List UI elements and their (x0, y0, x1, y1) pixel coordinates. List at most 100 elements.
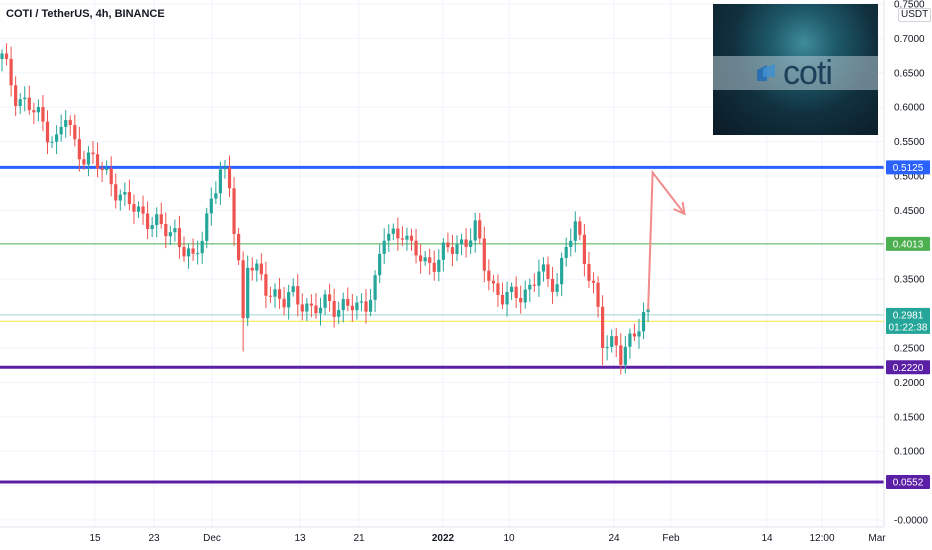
candle-body (268, 295, 273, 297)
candle-body (109, 168, 113, 185)
candle-body (582, 234, 586, 265)
time-axis[interactable]: 15 23 Dec 13 21 2022 10 24 Feb 14 12:00 Mar (0, 526, 886, 544)
candle-body (223, 167, 227, 170)
price-axis[interactable]: 0.7500 0.7000 0.6500 0.6000 0.5500 0.5000 0.45… (883, 0, 932, 550)
x-tick-label: Mar (868, 533, 886, 544)
candle-body (259, 263, 263, 275)
price-level-badge-text: 0.5125 (893, 163, 924, 174)
candle-body (469, 240, 473, 247)
candle-body (323, 294, 327, 308)
x-tick-label: 14 (761, 533, 773, 544)
candle-body (186, 248, 191, 257)
projection-path (647, 169, 686, 311)
candle-body (291, 286, 295, 293)
candle-body (59, 126, 63, 135)
candle-body (50, 141, 54, 143)
price-axis-background (884, 0, 932, 550)
candle-body (601, 306, 605, 349)
candle-body (305, 303, 309, 312)
candle-body (432, 262, 436, 272)
projection-arrowhead (673, 201, 686, 216)
candle-body (528, 284, 532, 290)
countdown-text: 01:22:38 (889, 322, 928, 333)
x-tick-label: Feb (662, 533, 680, 544)
y-tick-label: 0.4500 (894, 206, 925, 217)
y-tick-label: 0.5500 (894, 137, 925, 148)
y-tick-label: 0.6000 (894, 103, 925, 114)
y-tick-label: 0.7000 (894, 34, 925, 45)
candle-body (514, 286, 518, 298)
candle-body (282, 298, 286, 308)
candle-body (300, 304, 304, 312)
candle-body (332, 300, 336, 317)
candle-body (564, 246, 568, 258)
candle-body (391, 228, 395, 234)
last-price-badge-text: 0.2981 (893, 310, 924, 321)
candle-body (255, 263, 259, 271)
candle-body (250, 267, 254, 271)
logo-band (713, 56, 878, 90)
candle-body (314, 305, 318, 314)
y-tick-label: 0.5000 (894, 172, 925, 183)
candle-body (41, 107, 45, 122)
candle-body (610, 336, 614, 347)
candle-body (337, 310, 341, 317)
candle-body (373, 275, 377, 300)
candle-body (118, 194, 122, 201)
candle-body (164, 223, 168, 237)
candle-body (105, 168, 109, 171)
candle-body (4, 53, 9, 59)
candle-body (555, 284, 559, 292)
candle-body (328, 294, 332, 301)
symbol-title: COTI / TetherUS, 4h, BINANCE (6, 8, 165, 20)
candle-body (159, 214, 163, 224)
candle-body (114, 184, 118, 201)
candle-body (614, 336, 618, 346)
candle-body (287, 292, 291, 308)
candle-body (623, 346, 627, 365)
candle-body (587, 264, 591, 281)
currency-unit-label[interactable]: USDT (898, 8, 932, 22)
candle-body (237, 233, 241, 261)
candle-body (214, 193, 218, 199)
candle-body (569, 240, 573, 247)
candle-body (382, 240, 386, 254)
candle-body (55, 134, 59, 142)
price-level-badge (886, 236, 930, 251)
candle-body (91, 152, 95, 155)
candle-body (591, 280, 596, 283)
candle-body (459, 239, 464, 245)
candle-body (100, 168, 104, 171)
candle-body (296, 286, 300, 305)
candle-body (519, 297, 523, 303)
candle-body (132, 204, 136, 212)
candle-body (73, 125, 77, 140)
candlestick-series (0, 43, 650, 375)
candle-body (209, 198, 213, 214)
last-price-badge (886, 307, 930, 334)
candle-body (596, 282, 600, 307)
candle-body (455, 244, 459, 254)
candle-body (437, 259, 441, 272)
candle-body (141, 206, 145, 214)
candle-body (309, 303, 313, 306)
candle-body (505, 291, 509, 305)
candle-body (218, 169, 222, 194)
candle-body (350, 305, 354, 311)
candle-body (641, 312, 646, 332)
candle-body (359, 301, 364, 303)
candle-body (405, 235, 409, 240)
logo-wordmark: coti (783, 54, 833, 92)
x-tick-label: 2022 (432, 533, 455, 544)
candle-body (578, 221, 582, 235)
candle-body (95, 154, 100, 169)
price-level-badge (886, 360, 930, 375)
candle-body (628, 333, 632, 347)
x-tick-label: 21 (353, 533, 365, 544)
candle-body (523, 289, 527, 303)
support-resistance-levels (0, 165, 884, 484)
candle-body (482, 238, 486, 271)
candle-body (127, 192, 131, 205)
candle-body (364, 301, 368, 312)
